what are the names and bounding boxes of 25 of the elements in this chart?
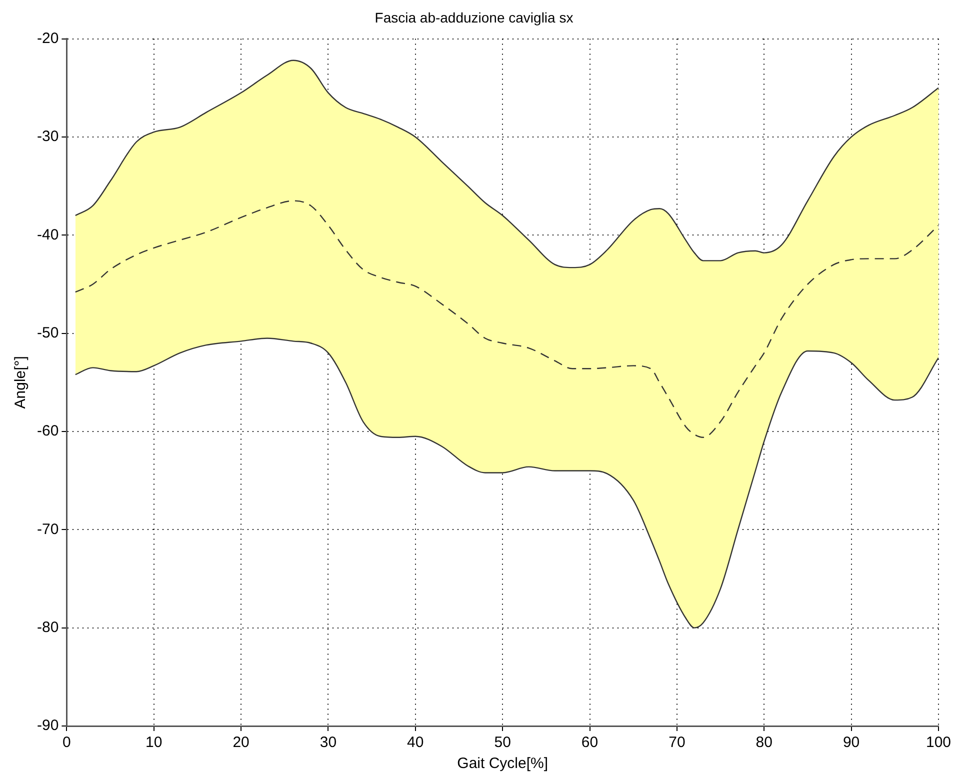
x-tick-label: 10 [146, 734, 162, 752]
x-tick-label: 60 [581, 734, 598, 752]
y-tick-label: -80 [36, 618, 59, 636]
y-tick-label: -50 [36, 324, 59, 342]
x-tick-label: 100 [926, 734, 951, 752]
x-tick-label: 80 [756, 734, 772, 752]
x-tick-label: 20 [232, 734, 250, 752]
x-tick-label: 90 [842, 734, 860, 752]
x-tick-label: 70 [668, 734, 686, 752]
x-axis-title: Gait Cycle[%] [457, 755, 548, 772]
y-axis-title: Angle[°] [12, 356, 30, 409]
x-tick-label: 30 [320, 734, 337, 752]
line-series [74, 338, 938, 628]
line-series [74, 200, 938, 438]
x-tick-label: 40 [407, 734, 424, 752]
y-tick-label: -90 [36, 717, 59, 734]
y-tick-label: -30 [36, 128, 59, 146]
x-tick-label: 0 [62, 734, 71, 752]
chart-title: Fascia ab-adduzione caviglia sx [374, 9, 574, 26]
y-tick-label: -60 [36, 422, 59, 440]
y-tick-label: -40 [36, 226, 59, 244]
y-tick-label: -70 [36, 520, 59, 538]
line-series [74, 60, 938, 268]
x-tick-label: 50 [494, 734, 511, 752]
y-tick-label: -20 [36, 30, 59, 47]
